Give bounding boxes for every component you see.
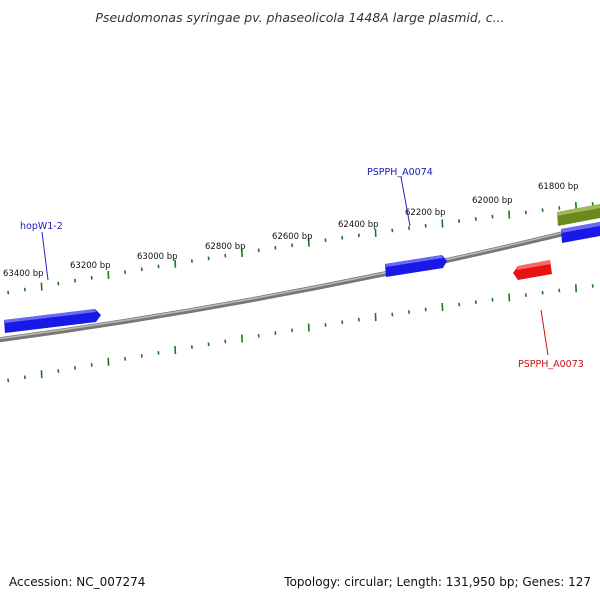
tick-label: 63000 bp bbox=[137, 252, 178, 262]
gene-label-PSPPH_A0073[interactable]: PSPPH_A0073 bbox=[518, 359, 584, 370]
tick-label: 62400 bp bbox=[338, 220, 379, 230]
gene-label-PSPPH_A0074[interactable]: PSPPH_A0074 bbox=[367, 167, 433, 178]
feature-right-edge-olive[interactable] bbox=[557, 204, 600, 226]
plasmid-backbone-highlight bbox=[0, 222, 600, 340]
tick-label: 63400 bp bbox=[3, 269, 44, 279]
tick-label: 63200 bp bbox=[70, 261, 111, 271]
accession-text: Accession: NC_007274 bbox=[9, 575, 146, 589]
label-leader-line bbox=[41, 231, 49, 281]
tick-label: 62800 bp bbox=[205, 242, 246, 252]
label-leader-line bbox=[400, 176, 411, 227]
gene-PSPPH_A0073[interactable] bbox=[513, 260, 552, 280]
gene-label-hopW1-2[interactable]: hopW1-2 bbox=[20, 221, 63, 232]
plasmid-summary: Topology: circular; Length: 131,950 bp; … bbox=[284, 575, 591, 589]
label-leader-line bbox=[540, 309, 549, 356]
outer-tick-ring bbox=[7, 201, 594, 295]
map-title: Pseudomonas syringae pv. phaseolicola 14… bbox=[95, 10, 505, 25]
gene-PSPPH_A0074[interactable] bbox=[385, 255, 447, 277]
plasmid-backbone bbox=[0, 221, 600, 343]
gene-hopW1-2[interactable] bbox=[4, 309, 101, 333]
gene-right-edge-forward[interactable] bbox=[561, 222, 600, 243]
tick-label: 62200 bp bbox=[405, 208, 446, 218]
tick-label: 61800 bp bbox=[538, 182, 579, 192]
tick-label: 62000 bp bbox=[472, 196, 513, 206]
tick-labels: 63400 bp 63200 bp 63000 bp 62800 bp 6260… bbox=[3, 182, 579, 279]
inner-tick-ring bbox=[7, 284, 594, 383]
tick-label: 62600 bp bbox=[272, 232, 313, 242]
